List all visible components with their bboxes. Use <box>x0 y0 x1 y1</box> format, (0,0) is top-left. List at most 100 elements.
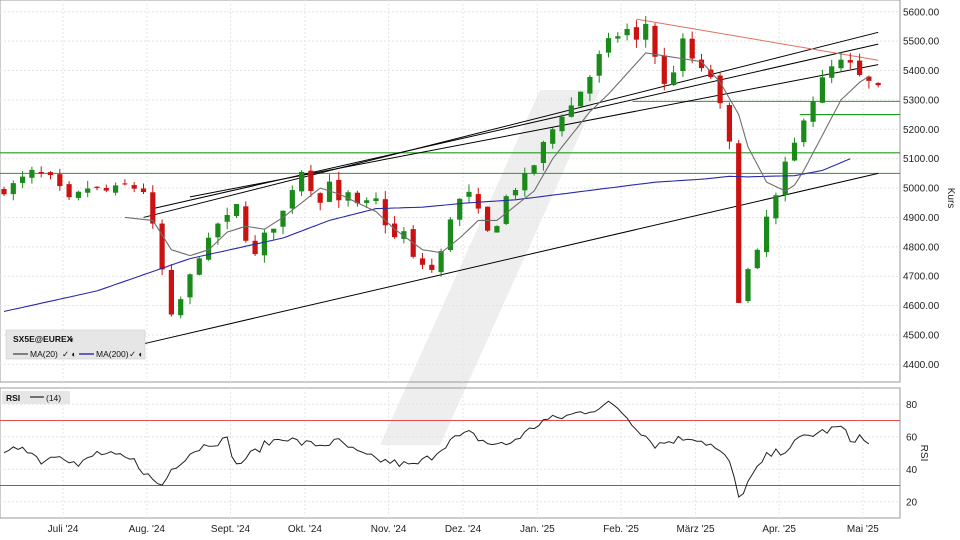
y-axis-title: Kurs <box>945 188 956 209</box>
candle-up <box>782 161 788 196</box>
x-month-label: Feb. '25 <box>603 524 639 535</box>
x-month-label: Juli '24 <box>48 524 79 535</box>
price-y-tick-label: 4900.00 <box>903 213 940 224</box>
candle-up <box>754 249 760 269</box>
rsi-legend: RSI (14) <box>2 391 70 404</box>
candle-down <box>140 188 147 193</box>
legend-ma200-check-icon[interactable]: ✓ ◐ <box>129 349 144 359</box>
candle-up <box>373 198 379 202</box>
candle-up <box>20 176 26 183</box>
legend-instrument-icon[interactable]: ◐ <box>70 334 75 344</box>
x-month-label: Apr. '25 <box>762 524 796 535</box>
channel-trendline <box>189 64 879 198</box>
candle-down <box>429 264 435 270</box>
candle-up <box>624 28 630 36</box>
candle-up <box>438 251 444 273</box>
candle-down <box>419 258 426 265</box>
rsi-legend-period: (14) <box>46 393 61 403</box>
candle-up <box>680 38 686 72</box>
candle-down <box>47 172 54 176</box>
candlesticks <box>1 16 881 319</box>
candle-up <box>819 77 825 103</box>
price-y-tick-label: 4600.00 <box>903 301 940 312</box>
candle-up <box>596 54 602 76</box>
candle-up <box>801 120 807 143</box>
candle-down <box>875 82 881 86</box>
rsi-series <box>3 400 870 498</box>
candle-down <box>652 25 658 57</box>
candle-up <box>522 173 528 191</box>
candle-up <box>401 231 407 239</box>
axes: 5600.00 5500.00 5400.00 5300.00 5200.00 5100.… <box>48 7 940 535</box>
slash-watermark <box>380 90 600 445</box>
x-month-label: Aug. '24 <box>129 524 166 535</box>
candle-up <box>10 183 16 195</box>
candle-down <box>103 188 109 191</box>
candle-down <box>847 60 853 63</box>
candle-up <box>745 269 751 302</box>
candle-up <box>540 141 546 163</box>
candle-down <box>698 59 705 69</box>
legend-instrument: SX5E@EUREX <box>13 334 73 344</box>
candle-up <box>466 191 472 197</box>
legend-ma20-label: MA(20) <box>30 349 58 359</box>
rsi-y-tick-label: 40 <box>906 465 918 476</box>
candle-up <box>187 274 193 298</box>
price-y-tick-label: 5400.00 <box>903 66 940 77</box>
candle-up <box>261 232 267 256</box>
candle-down <box>38 171 44 174</box>
candle-up <box>568 105 574 117</box>
candle-up <box>503 196 509 224</box>
moving-averages <box>3 52 870 313</box>
price-y-tick-label: 4800.00 <box>903 242 940 253</box>
candle-down <box>689 38 695 59</box>
candle-up <box>447 219 453 251</box>
candle-up <box>178 299 184 316</box>
candle-down <box>336 179 342 201</box>
legend-ma20-check-icon[interactable]: ✓ ◐ <box>62 349 77 359</box>
rsi-y-tick-label: 20 <box>906 497 918 508</box>
candle-up <box>587 76 593 94</box>
candle-down <box>66 184 72 198</box>
candle-down <box>708 69 714 78</box>
price-y-tick-label: 5200.00 <box>903 125 940 136</box>
candle-up <box>615 36 621 39</box>
candle-up <box>773 195 779 219</box>
rsi-line <box>3 400 870 498</box>
candle-down <box>122 183 128 185</box>
legend-box <box>5 329 146 360</box>
candle-up <box>810 101 816 122</box>
price-y-tick-label: 4500.00 <box>903 330 940 341</box>
candle-down <box>866 76 872 81</box>
candle-down <box>382 199 388 226</box>
candle-up <box>605 38 612 53</box>
candle-down <box>726 105 732 142</box>
candle-up <box>75 191 81 198</box>
grid <box>0 0 900 518</box>
candle-up <box>299 171 305 192</box>
candle-down <box>717 75 723 104</box>
candle-up <box>280 210 286 227</box>
ma20-line <box>124 52 870 257</box>
candle-down <box>485 206 491 231</box>
candle-up <box>838 59 844 69</box>
x-month-label: Nov. '24 <box>371 524 407 535</box>
candle-down <box>736 143 742 303</box>
candle-down <box>94 186 100 189</box>
candle-down <box>633 27 639 40</box>
x-month-label: Sept. '24 <box>211 524 251 535</box>
price-y-tick-label: 5300.00 <box>903 95 940 106</box>
ma200-line <box>3 158 851 313</box>
candle-up <box>494 226 500 233</box>
rsi-legend-title: RSI <box>6 393 20 403</box>
price-y-tick-label: 5000.00 <box>903 184 940 195</box>
candle-up <box>457 198 463 220</box>
rsi-y-tick-label: 60 <box>906 432 918 443</box>
candle-down <box>168 269 174 315</box>
candle-up <box>364 200 370 203</box>
reference-lines <box>0 100 900 486</box>
candle-down <box>308 170 314 191</box>
legend-ma200-label: MA(200) <box>96 349 129 359</box>
candle-up <box>224 214 230 222</box>
candle-down <box>252 240 258 255</box>
